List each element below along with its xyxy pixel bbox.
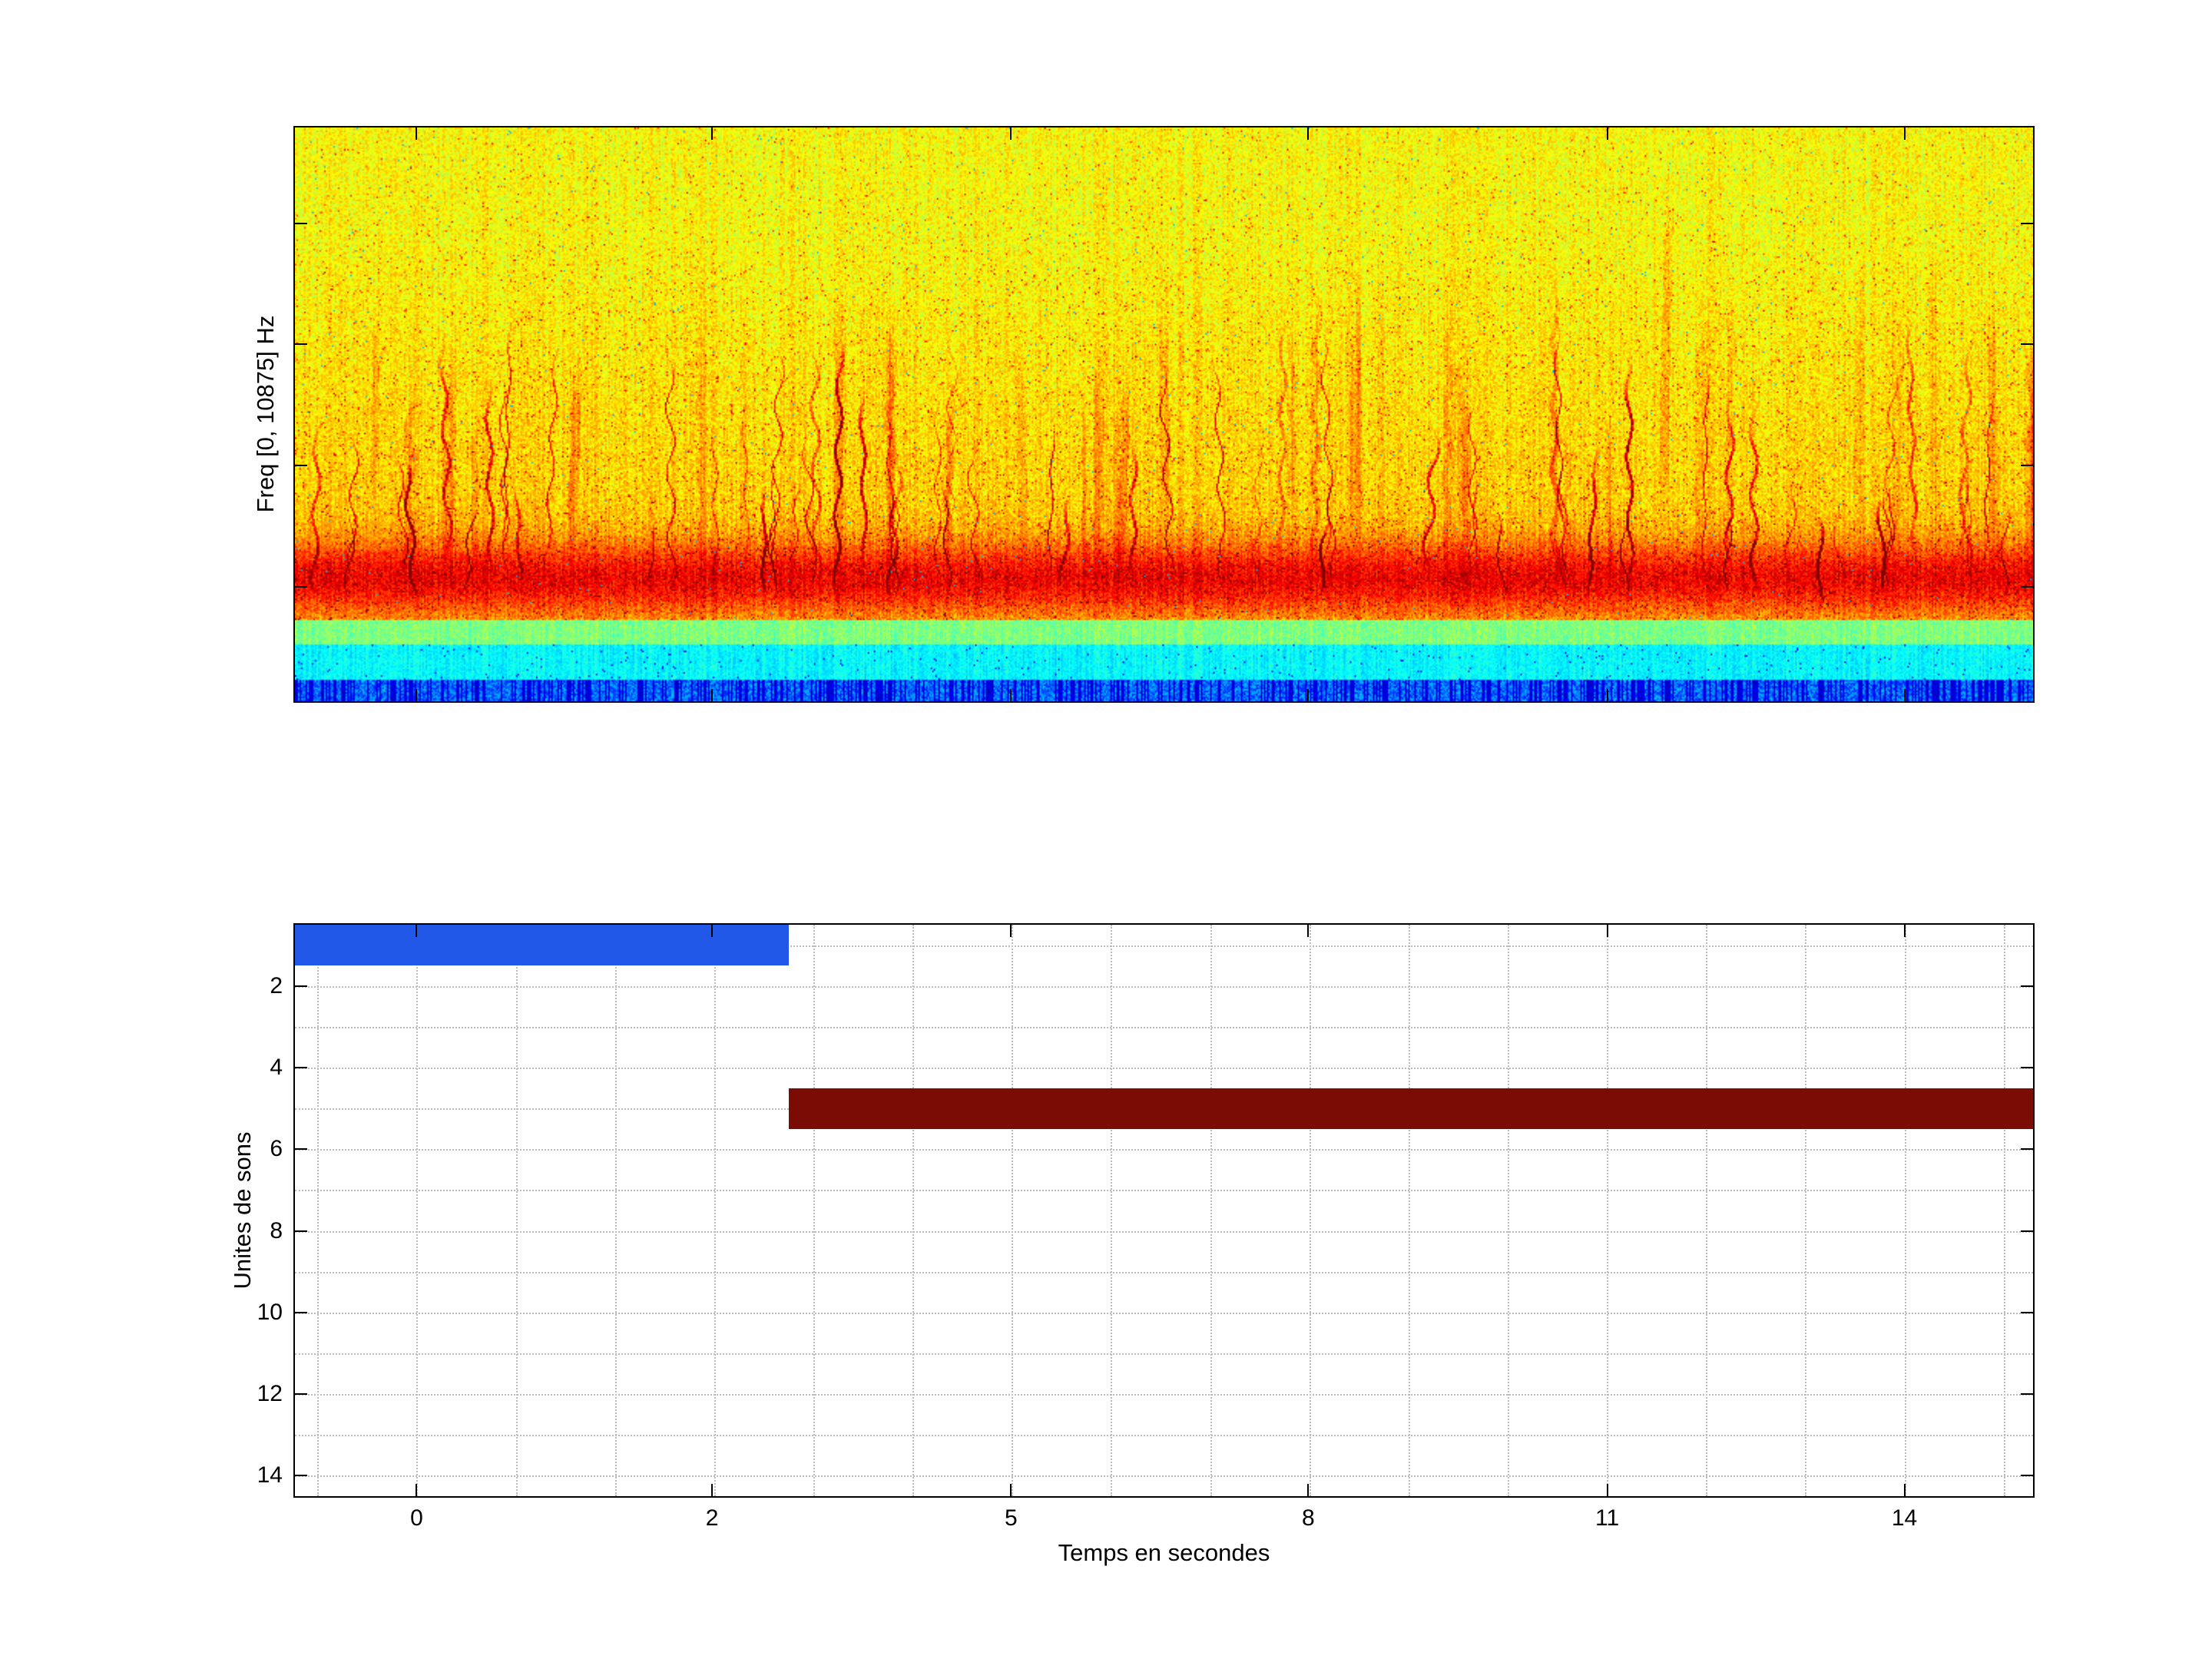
y-tick xyxy=(2021,343,2033,346)
x-tick-label: 5 xyxy=(1005,1505,1018,1531)
x-tick xyxy=(1903,127,1906,140)
y-grid-line xyxy=(295,985,2033,988)
x-grid-line xyxy=(1607,925,1609,1496)
y-tick xyxy=(2021,585,2033,588)
y-tick-label: 2 xyxy=(270,972,283,998)
x-tick xyxy=(1010,925,1012,937)
x-grid-line xyxy=(1309,925,1311,1496)
x-tick xyxy=(1903,1484,1906,1496)
x-grid-line xyxy=(614,925,617,1496)
spectrogram-image xyxy=(295,127,2033,701)
y-grid-line xyxy=(295,1394,2033,1396)
y-tick xyxy=(2021,1230,2033,1232)
y-grid-line xyxy=(295,945,2033,947)
y-tick xyxy=(295,985,307,987)
x-grid-line xyxy=(1408,925,1410,1496)
x-tick xyxy=(416,925,418,937)
y-tick xyxy=(295,464,307,466)
x-grid-line xyxy=(1805,925,1807,1496)
y-grid-line xyxy=(295,1271,2033,1273)
bar-unit-5 xyxy=(788,1088,2033,1129)
x-tick-label: 11 xyxy=(1594,1505,1620,1531)
x-grid-line xyxy=(1706,925,1708,1496)
y-tick xyxy=(295,1148,307,1151)
y-grid-line xyxy=(295,1435,2033,1437)
x-grid-line xyxy=(1111,925,1113,1496)
x-grid-line xyxy=(1904,925,1906,1496)
y-tick-label: 6 xyxy=(270,1136,283,1162)
y-tick xyxy=(2021,1475,2033,1477)
y-tick xyxy=(295,343,307,346)
y-grid-line xyxy=(295,1312,2033,1314)
x-grid-line xyxy=(813,925,815,1496)
y-tick-label: 8 xyxy=(270,1217,283,1243)
x-tick xyxy=(1010,127,1012,140)
x-tick-label: 0 xyxy=(410,1505,423,1531)
x-tick xyxy=(1010,1484,1012,1496)
x-tick xyxy=(1010,689,1012,701)
y-grid-line xyxy=(295,1475,2033,1478)
x-tick xyxy=(711,1484,714,1496)
y-grid-line xyxy=(295,1068,2033,1069)
x-grid-line xyxy=(1012,925,1014,1496)
y-tick xyxy=(2021,1311,2033,1313)
bar-unit-1 xyxy=(295,925,789,966)
x-tick xyxy=(1606,689,1608,701)
x-grid-line xyxy=(912,925,915,1496)
x-tick xyxy=(1606,127,1608,140)
y-tick xyxy=(295,1067,307,1068)
y-tick xyxy=(295,1311,307,1313)
y-tick xyxy=(2021,985,2033,987)
x-tick xyxy=(1903,925,1906,937)
x-tick xyxy=(1307,127,1310,140)
y-tick-label: 14 xyxy=(257,1462,283,1488)
y-tick xyxy=(295,585,307,588)
y-tick xyxy=(2021,1393,2033,1396)
x-grid-line xyxy=(714,925,716,1496)
x-tick xyxy=(1307,1484,1310,1496)
x-tick xyxy=(711,925,714,937)
x-grid-line xyxy=(317,925,320,1496)
y-tick xyxy=(295,1475,307,1477)
spectrogram-axes xyxy=(293,126,2035,703)
y-tick xyxy=(2021,222,2033,224)
y-tick xyxy=(295,1393,307,1396)
y-grid-line xyxy=(295,1353,2033,1355)
x-grid-line xyxy=(1507,925,1509,1496)
y-tick-label: 12 xyxy=(257,1381,283,1407)
y-tick xyxy=(2021,1067,2033,1068)
x-grid-line xyxy=(2003,925,2005,1496)
y-tick xyxy=(2021,464,2033,466)
y-tick-label: 10 xyxy=(257,1299,283,1325)
x-grid-line xyxy=(515,925,518,1496)
x-tick-label: 2 xyxy=(705,1505,719,1531)
x-tick xyxy=(1307,925,1310,937)
x-tick xyxy=(1903,689,1906,701)
x-tick xyxy=(1606,925,1608,937)
y-tick xyxy=(295,222,307,224)
x-tick xyxy=(1606,1484,1608,1496)
x-tick xyxy=(416,689,418,701)
y-grid-line xyxy=(295,1149,2033,1151)
y-grid-line xyxy=(295,1230,2033,1233)
x-tick xyxy=(711,127,714,140)
y-grid-line xyxy=(295,1190,2033,1192)
x-tick xyxy=(416,127,418,140)
y-tick xyxy=(295,1230,307,1232)
x-tick-label: 14 xyxy=(1891,1505,1918,1531)
timeline-axes xyxy=(293,923,2035,1498)
x-tick xyxy=(416,1484,418,1496)
timeline-xlabel: Temps en secondes xyxy=(1058,1539,1270,1566)
x-tick xyxy=(711,689,714,701)
y-tick-label: 4 xyxy=(270,1055,283,1080)
x-tick-label: 8 xyxy=(1301,1505,1315,1531)
x-tick xyxy=(1307,689,1310,701)
y-tick xyxy=(2021,1148,2033,1151)
x-grid-line xyxy=(416,925,419,1496)
x-grid-line xyxy=(1210,925,1212,1496)
y-grid-line xyxy=(295,1026,2033,1028)
